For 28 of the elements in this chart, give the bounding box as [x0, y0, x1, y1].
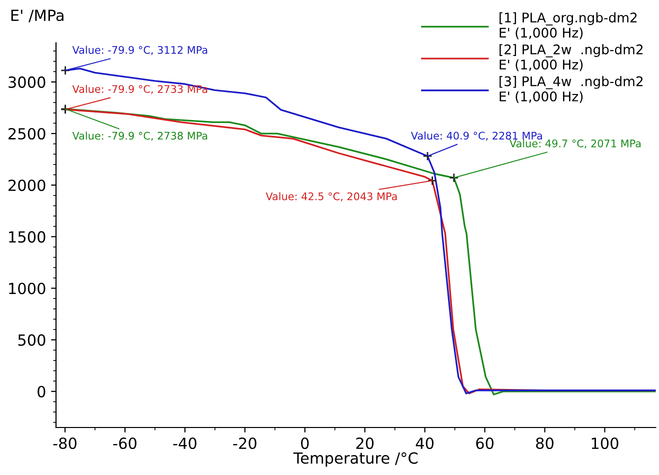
y-tick-label: 3000: [8, 76, 46, 88]
annotation: Value: -79.9 °C, 3112 MPa: [72, 46, 208, 55]
legend-label: [1] PLA_org.ngb-dm2 E' (1,000 Hz): [500, 12, 637, 40]
annotation: Value: -79.9 °C, 2733 MPa: [72, 84, 208, 94]
annotation: Value: -79.9 °C, 2738 MPa: [72, 132, 208, 141]
x-tick-label: -20: [233, 437, 256, 450]
y-axis-title: E' /MPa: [11, 10, 64, 22]
y-tick-label: 1000: [9, 282, 46, 294]
y-tick-label: 1500: [9, 231, 46, 243]
x-tick-label: 40: [416, 437, 434, 450]
y-tick-label: 2000: [8, 180, 46, 192]
x-tick-label: 80: [536, 437, 554, 450]
y-tick-label: 0: [38, 386, 46, 398]
annotation: Value: 40.9 °C, 2281 MPa: [410, 132, 542, 141]
annotation: Value: 49.7 °C, 2071 MPa: [510, 139, 641, 148]
x-tick-label: -60: [113, 437, 136, 450]
legend-label: [2] PLA_2w .ngb-dm2 E' (1,000 Hz): [500, 44, 643, 72]
x-axis-title: Temperature /°C: [293, 452, 418, 467]
x-tick-label: 0: [301, 437, 309, 450]
x-tick-label: 100: [592, 437, 618, 450]
x-tick-label: 60: [476, 437, 494, 450]
x-tick-label: 20: [356, 437, 374, 450]
y-tick-label: 500: [18, 334, 46, 346]
y-tick-label: 2500: [8, 128, 46, 140]
x-tick-label: -80: [53, 437, 76, 450]
x-tick-label: -40: [173, 437, 196, 450]
legend-label: [3] PLA_4w .ngb-dm2 E' (1,000 Hz): [500, 76, 643, 103]
annotation: Value: 42.5 °C, 2043 MPa: [266, 192, 397, 202]
